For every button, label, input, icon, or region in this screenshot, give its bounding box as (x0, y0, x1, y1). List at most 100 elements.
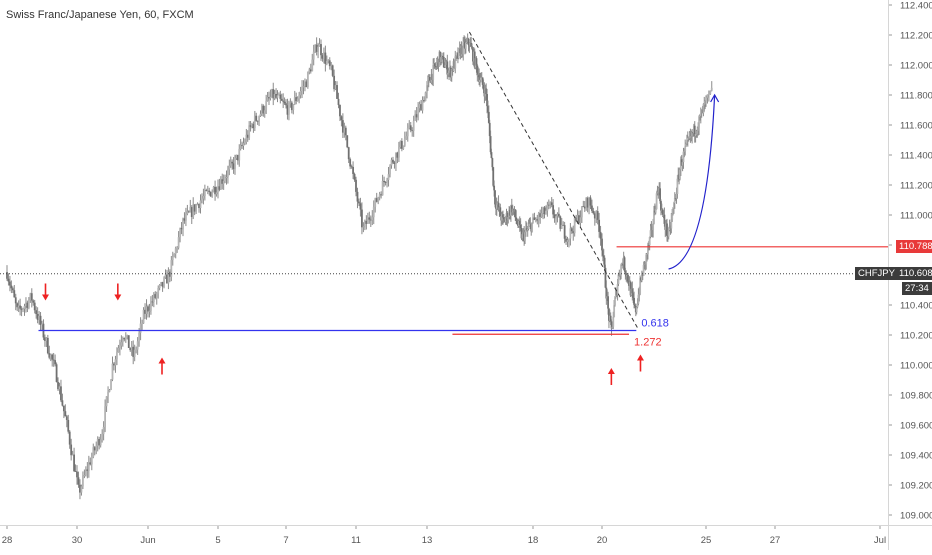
candle-body (637, 294, 640, 304)
candle-body (493, 185, 496, 191)
x-tick-label: 27 (770, 535, 781, 546)
candle-body (13, 290, 16, 298)
candle-body (494, 190, 496, 205)
candle-body (546, 204, 549, 211)
candle-body (560, 224, 563, 229)
candle-body (23, 305, 26, 309)
candle-body (19, 305, 22, 309)
candle-body (679, 169, 681, 180)
candle-body (285, 103, 287, 106)
candle-body (331, 65, 334, 76)
candle-body (686, 140, 688, 144)
candle-body (148, 310, 151, 312)
candle-body (282, 100, 285, 102)
x-axis: 28 30 Jun 5 7 11 13 18 20 25 27 Jul (2, 535, 886, 546)
candle-body (51, 354, 54, 360)
candle-body (275, 93, 277, 98)
candle-body (629, 281, 632, 296)
candle-body (685, 143, 687, 147)
candle-body (141, 323, 143, 325)
candle-body (286, 105, 289, 115)
candle-body (350, 166, 353, 168)
candle-body (555, 216, 557, 219)
candle-body (640, 274, 643, 281)
candle-body (334, 85, 337, 90)
candle-body (104, 406, 107, 427)
candle-body (349, 159, 352, 167)
candle-body (602, 255, 605, 258)
candle-body (559, 216, 562, 229)
candle-body (14, 297, 17, 304)
candle-body (684, 146, 687, 152)
candle-body (570, 228, 573, 232)
candle-body (136, 341, 139, 350)
candle-body (447, 72, 450, 75)
candle-body (195, 204, 198, 212)
candle-body (60, 386, 62, 401)
candle-body (323, 52, 325, 59)
candle-body (327, 60, 330, 62)
candle-body (609, 315, 612, 322)
candle-body (39, 315, 42, 325)
candle-body (638, 293, 641, 295)
candle-body (126, 335, 129, 337)
candle-body (189, 207, 192, 213)
candle-body (231, 161, 234, 164)
candle-body (32, 300, 35, 303)
y-tick-label: 111.200 (900, 181, 932, 192)
candle-body (695, 133, 698, 135)
x-tick-label: 25 (701, 535, 712, 546)
candle-body (249, 125, 252, 127)
candle-body (58, 386, 61, 390)
candle-body (217, 186, 219, 193)
candle-body (479, 79, 481, 82)
candle-body (421, 100, 424, 111)
candle-body (123, 338, 126, 340)
candle-body (377, 197, 380, 202)
candle-body (199, 200, 202, 209)
candle-body (490, 152, 493, 159)
candle-body (71, 454, 74, 456)
candle-body (135, 349, 138, 351)
candle-body (585, 198, 588, 209)
candle-body (549, 202, 552, 205)
candle-body (70, 444, 73, 456)
candle-body (218, 186, 221, 190)
candle-body (65, 416, 68, 420)
candle-body (54, 360, 57, 365)
candle-body (372, 206, 375, 218)
candle-body (228, 165, 231, 170)
candle-body (611, 326, 614, 329)
candle-body (248, 125, 251, 138)
candle-body (20, 308, 23, 310)
candle-body (518, 220, 521, 225)
candle-body (144, 309, 146, 314)
candle-body (579, 217, 582, 224)
candle-body (227, 169, 229, 178)
candle-body (174, 248, 177, 254)
candle-body (671, 213, 674, 220)
candle-body (634, 304, 636, 307)
candle-body (400, 140, 403, 149)
candle-body (666, 223, 668, 236)
candle-body (358, 201, 360, 204)
candle-body (395, 152, 397, 164)
candle-body (190, 207, 193, 217)
candle-body (486, 94, 488, 107)
candle-body (304, 81, 306, 87)
y-tick-label: 112.200 (900, 31, 932, 42)
candle-body (502, 217, 505, 220)
candle-body (709, 90, 712, 94)
candle-body (450, 68, 453, 78)
candle-body (479, 77, 482, 80)
candle-body (521, 234, 524, 239)
candle-body (540, 213, 543, 217)
candle-body (108, 390, 111, 392)
candle-body (631, 288, 634, 294)
candle-body (29, 293, 32, 301)
arrow-up-head (607, 368, 615, 374)
candle-body (543, 207, 546, 215)
candle-body (258, 116, 260, 122)
